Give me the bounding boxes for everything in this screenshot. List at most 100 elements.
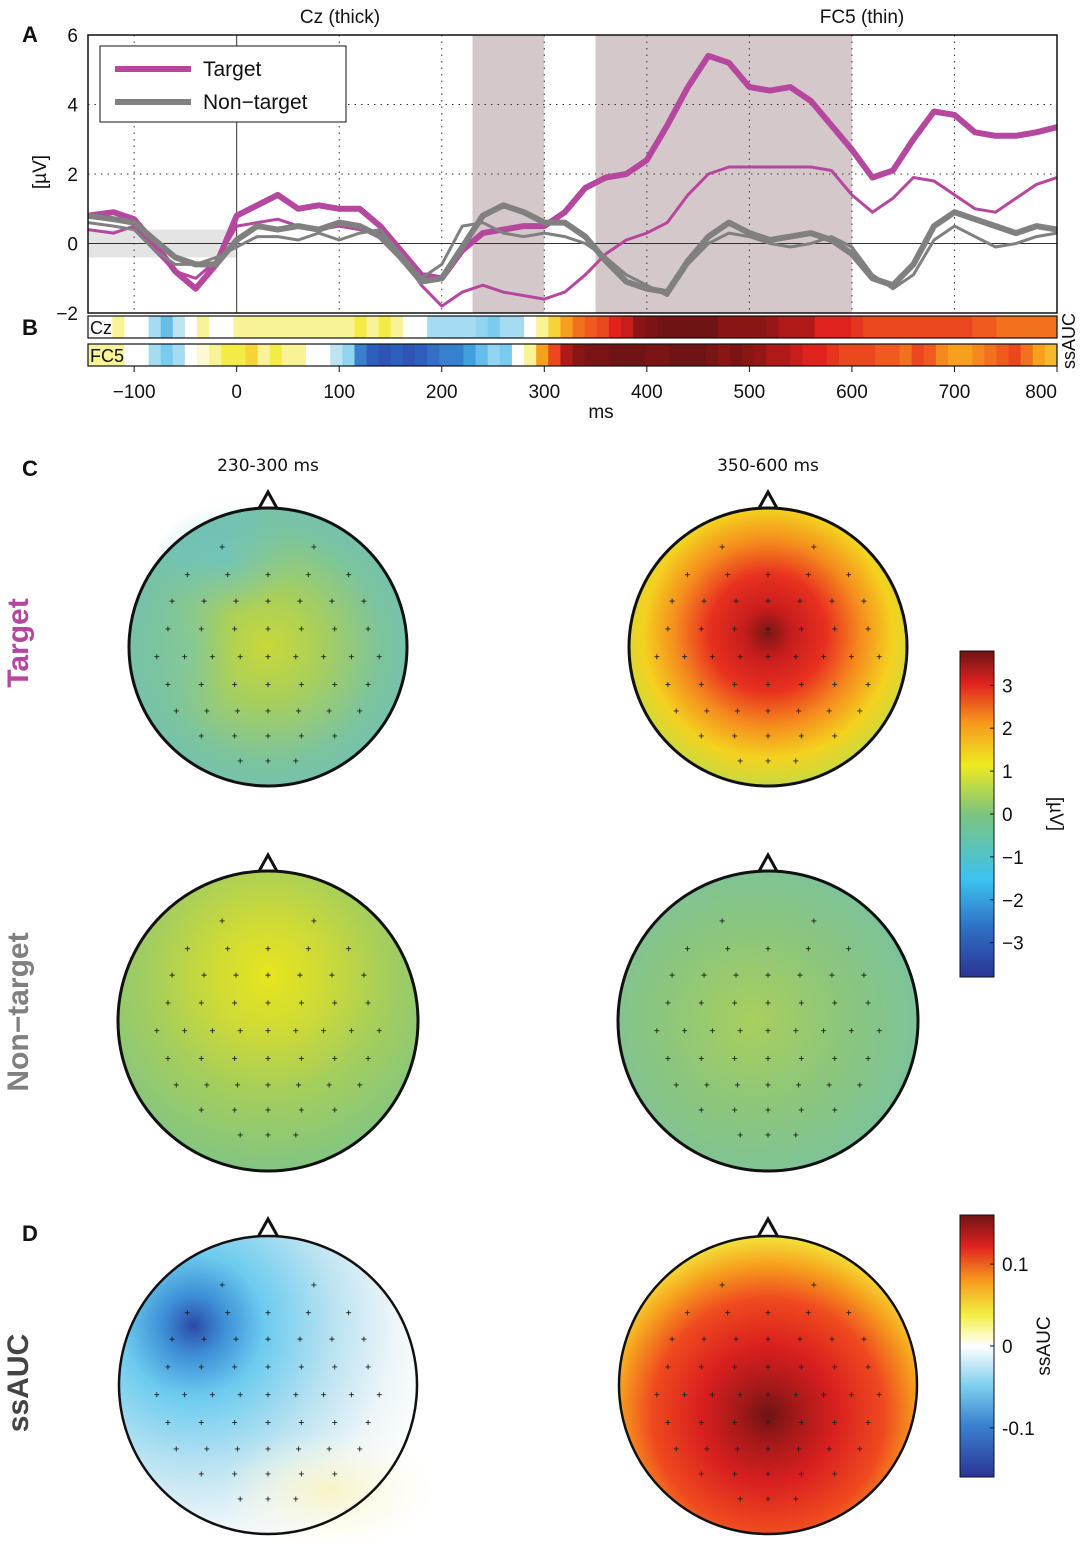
- electrode-marker: [876, 1392, 882, 1398]
- electrode-marker: [311, 1282, 317, 1288]
- electrode-marker: [765, 1132, 771, 1138]
- electrode-marker: [832, 1107, 838, 1113]
- electrode-marker: [293, 1028, 299, 1034]
- electrode-marker: [232, 1056, 238, 1062]
- strip-cell: [221, 344, 234, 366]
- strip-cell: [390, 344, 404, 366]
- electrode-marker: [733, 972, 739, 978]
- electrode-marker: [365, 682, 371, 688]
- electrode-marker: [182, 1028, 188, 1034]
- strip-cell: [136, 344, 150, 366]
- electrode-marker: [733, 1336, 739, 1342]
- series-nontarget-fc5: [88, 221, 1057, 298]
- electrode-marker: [765, 1471, 771, 1477]
- strip-cell: [996, 316, 1010, 338]
- electrode-marker: [198, 1364, 204, 1370]
- electrode-marker: [165, 1364, 171, 1370]
- electrode-marker: [654, 1028, 660, 1034]
- strip-cell: [1008, 344, 1022, 366]
- electrode-marker: [865, 1420, 871, 1426]
- electrode-marker: [265, 626, 271, 632]
- strip-cell: [851, 316, 864, 338]
- electrode-marker: [232, 733, 238, 739]
- strip-cell: [342, 344, 356, 366]
- x-tick-label: 400: [631, 382, 663, 403]
- electrode-marker: [265, 1496, 271, 1502]
- scalp-map: [118, 871, 418, 1171]
- electrode-marker: [704, 1446, 710, 1452]
- y-axis-ticks: −2 0 2 4 6: [56, 26, 78, 325]
- shaded-intervals: [88, 35, 852, 313]
- electrode-marker: [198, 1471, 204, 1477]
- electrode-marker: [734, 1446, 740, 1452]
- electrode-marker: [829, 598, 835, 604]
- electrode-marker: [765, 1420, 771, 1426]
- colorbar-tick-label: −2: [1002, 891, 1024, 912]
- electrode-marker: [698, 1471, 704, 1477]
- row-label-target: Target: [2, 598, 35, 687]
- electrode-marker: [332, 1056, 338, 1062]
- panel-letter-d: D: [22, 1221, 38, 1246]
- electrode-marker: [296, 708, 302, 714]
- electrode-marker: [821, 1392, 827, 1398]
- electrode-marker: [765, 758, 771, 764]
- strip-cell: [657, 344, 670, 366]
- electrode-marker: [797, 972, 803, 978]
- strip-cell: [584, 316, 598, 338]
- electrode-marker: [361, 972, 367, 978]
- electrode-marker: [298, 1000, 304, 1006]
- head-outline: [117, 1234, 419, 1536]
- colorbar-tick-label: −1: [1002, 848, 1024, 869]
- strip-cell: [293, 316, 307, 338]
- electrode-marker: [682, 1392, 688, 1398]
- electrode-marker: [811, 1282, 817, 1288]
- electrode-marker: [298, 1364, 304, 1370]
- colorbar-ssauc: 0.1 0 -0.1 ssAUC: [959, 1214, 1055, 1478]
- electrode-marker: [209, 1028, 215, 1034]
- electrode-marker: [698, 733, 704, 739]
- electrode-marker: [321, 1392, 327, 1398]
- colorbar-uv-ticks: 3 2 1 0 −1 −2 −3: [990, 676, 1024, 955]
- strip-cell: [415, 344, 428, 366]
- head-outline: [627, 506, 909, 788]
- strip-cell: [402, 316, 416, 338]
- strip-cell: [620, 344, 634, 366]
- nose-marker: [756, 488, 780, 511]
- electrode-marker: [365, 1420, 371, 1426]
- electrode-marker: [165, 682, 171, 688]
- strip-cell: [560, 344, 574, 366]
- electrode-marker: [865, 1000, 871, 1006]
- strip-cell: [681, 316, 695, 338]
- strip-cell: [269, 344, 283, 366]
- electrode-marker: [725, 946, 731, 952]
- electrode-marker: [698, 682, 704, 688]
- panel-letter-a: A: [22, 22, 38, 47]
- electrode-marker: [165, 1420, 171, 1426]
- electrode-marker: [293, 758, 299, 764]
- colorbar-tick-label: -0.1: [1002, 1419, 1035, 1440]
- electrode-marker: [798, 733, 804, 739]
- electrode-marker: [709, 654, 715, 660]
- electrode-marker: [169, 598, 175, 604]
- electrode-marker: [861, 1336, 867, 1342]
- electrode-marker: [169, 972, 175, 978]
- strip-cell: [245, 344, 259, 366]
- electrode-marker: [733, 598, 739, 604]
- strip-cell: [451, 316, 465, 338]
- electrode-marker: [296, 1446, 302, 1452]
- strip-cell: [814, 316, 828, 338]
- electrode-marker: [826, 708, 832, 714]
- electrode-marker: [204, 1082, 210, 1088]
- electrode-marker: [265, 682, 271, 688]
- electrode-marker: [265, 1056, 271, 1062]
- strip-cell: [439, 316, 452, 338]
- strip-cell: [935, 316, 949, 338]
- row-label-nontarget: Non−target: [2, 932, 35, 1091]
- electrode-marker: [265, 972, 271, 978]
- nose-marker: [256, 1215, 280, 1238]
- colorbar-uv-gradient: [959, 650, 995, 978]
- strip-cell: [318, 344, 331, 366]
- electrode-marker: [321, 1028, 327, 1034]
- electrode-marker: [232, 626, 238, 632]
- electrode-marker: [805, 572, 811, 578]
